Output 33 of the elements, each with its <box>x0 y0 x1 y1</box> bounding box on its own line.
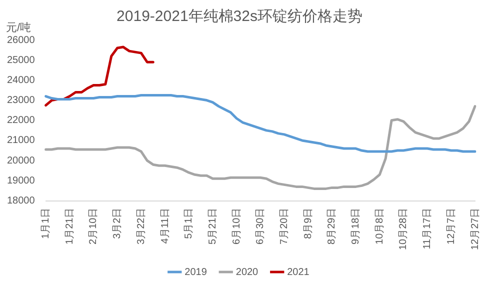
x-tick-label: 10月28日 <box>398 208 410 250</box>
x-tick-label: 8月9日 <box>302 208 314 239</box>
y-tick-label: 20000 <box>6 155 36 166</box>
x-tick-label: 6月10日 <box>231 208 242 244</box>
x-tick-label: 11月17日 <box>422 208 434 250</box>
x-tick-label: 10月8日 <box>374 208 386 244</box>
y-tick-label: 19000 <box>6 175 36 186</box>
x-tick-label: 1月21日 <box>64 208 76 244</box>
legend-label: 2020 <box>236 266 259 278</box>
y-tick-label: 18000 <box>6 196 36 207</box>
x-tick-label: 12月27日 <box>470 208 481 250</box>
legend-label: 2019 <box>184 266 208 278</box>
y-tick-label: 24000 <box>6 74 36 86</box>
y-axis-title: 元/吨 <box>6 21 32 34</box>
x-tick-label: 3月22日 <box>136 208 147 244</box>
x-tick-label: 5月21日 <box>207 208 218 244</box>
x-tick-label: 8月29日 <box>326 208 338 244</box>
x-tick-label: 3月2日 <box>112 208 124 239</box>
x-tick-label: 1月1日 <box>40 208 52 239</box>
y-tick-label: 21000 <box>6 135 36 146</box>
y-tick-label: 25000 <box>6 54 36 66</box>
chart-title: 2019-2021年纯棉32s环锭纺价格走势 <box>116 8 362 26</box>
y-tick-label: 26000 <box>6 34 36 46</box>
x-tick-label: 5月1日 <box>184 208 195 239</box>
x-tick-label: 12月7日 <box>446 208 457 244</box>
y-tick-label: 22000 <box>6 115 36 126</box>
y-tick-label: 23000 <box>6 95 36 106</box>
x-tick-label: 2月10日 <box>88 208 100 244</box>
x-tick-label: 7月20日 <box>279 208 290 244</box>
legend-label: 2021 <box>287 266 310 278</box>
x-tick-label: 4月11日 <box>160 208 171 244</box>
x-tick-label: 9月18日 <box>350 208 362 244</box>
x-tick-label: 6月30日 <box>255 208 266 244</box>
